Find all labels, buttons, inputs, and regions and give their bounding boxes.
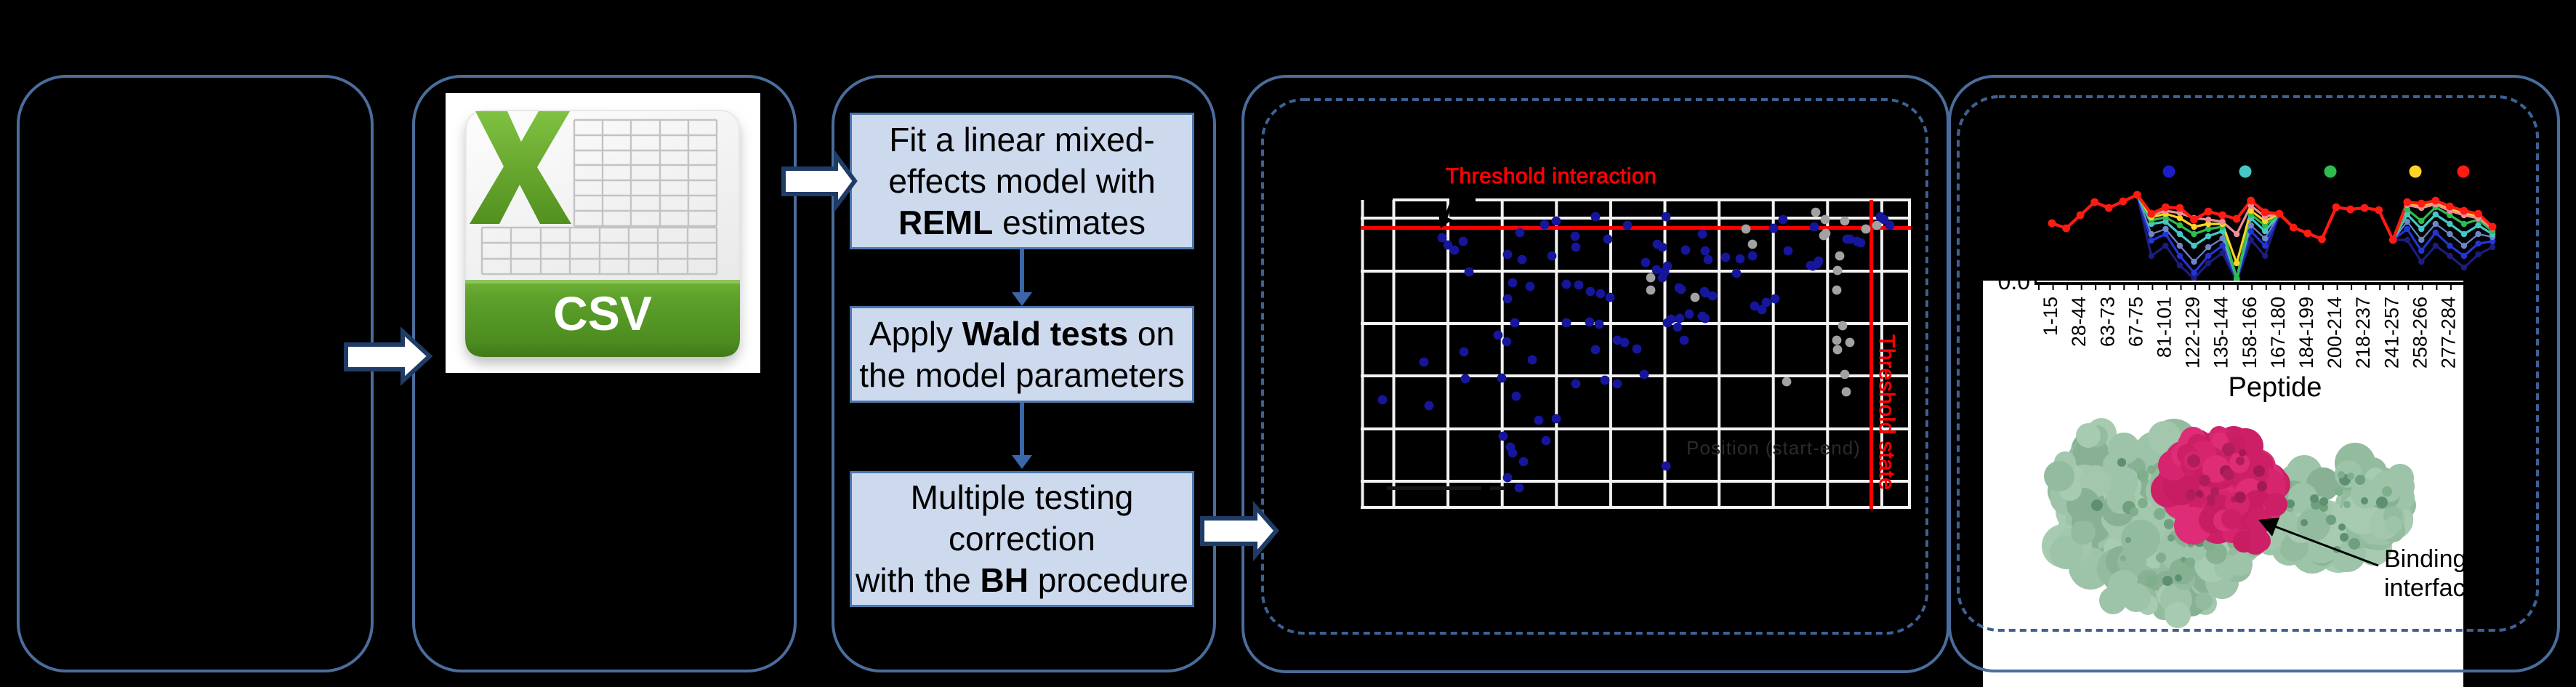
svg-text:241-257: 241-257 xyxy=(2380,297,2402,369)
svg-text:158-166: 158-166 xyxy=(2239,297,2261,369)
svg-text:218-237: 218-237 xyxy=(2352,297,2374,369)
svg-text:28-44: 28-44 xyxy=(2068,297,2090,347)
svg-text:Threshold state: Threshold state xyxy=(1875,334,1899,490)
svg-text:67-75: 67-75 xyxy=(2125,297,2146,347)
svg-text:Binding: Binding xyxy=(2384,545,2466,573)
svg-text:Peptide: Peptide xyxy=(2229,372,2322,403)
svg-text:81-101: 81-101 xyxy=(2154,297,2175,358)
svg-text:167-180: 167-180 xyxy=(2267,297,2289,369)
svg-text:1-15: 1-15 xyxy=(2040,297,2061,336)
svg-text:63-73: 63-73 xyxy=(2096,297,2118,347)
svg-text:interface: interface xyxy=(2384,574,2479,602)
svg-text:258-266: 258-266 xyxy=(2409,297,2431,369)
svg-text:CSV: CSV xyxy=(553,286,652,340)
svg-text:200-214: 200-214 xyxy=(2324,297,2346,369)
svg-text:122-129: 122-129 xyxy=(2182,297,2204,369)
svg-text:Position (start-end): Position (start-end) xyxy=(1686,437,1861,459)
svg-text:184-199: 184-199 xyxy=(2295,297,2317,369)
svg-text:135-144: 135-144 xyxy=(2210,297,2232,369)
svg-text:277-284: 277-284 xyxy=(2438,297,2460,369)
svg-text:Threshold interaction: Threshold interaction xyxy=(1446,164,1657,188)
svg-text:0.0: 0.0 xyxy=(1998,268,2030,294)
